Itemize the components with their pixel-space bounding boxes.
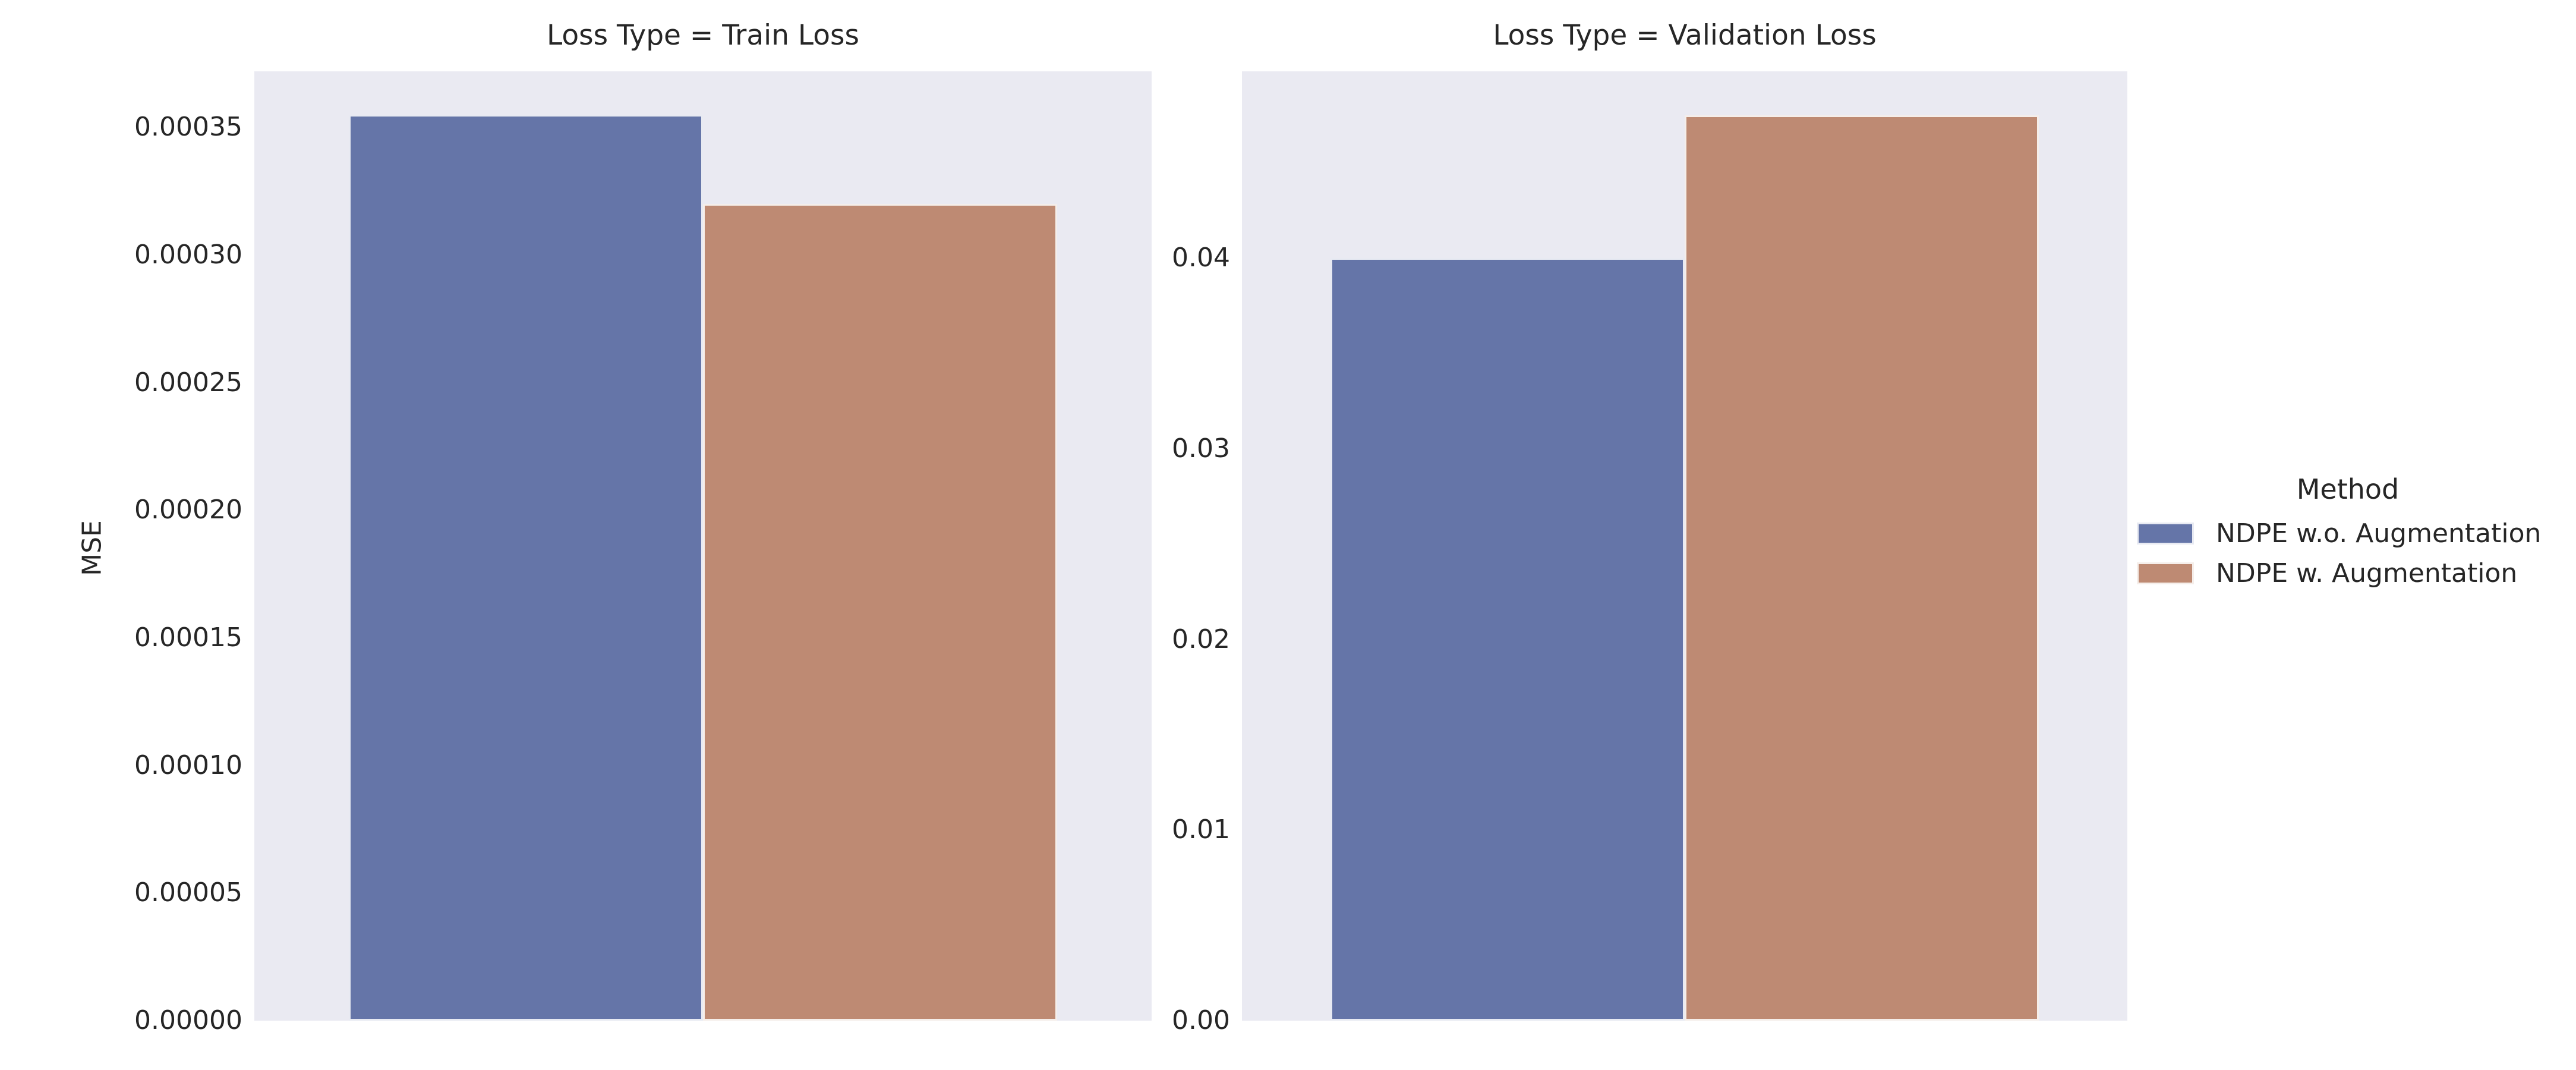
legend-title: Method — [2296, 473, 2400, 505]
y-axis-label: MSE — [77, 520, 108, 576]
legend-swatch-ndpe-w-augmentation — [2137, 562, 2194, 584]
y-tick-label: 0.01 — [1172, 814, 1230, 845]
bar-ndpe-w-o-augmentation — [1330, 258, 1685, 1021]
facet-title: Loss Type = Validation Loss — [1493, 19, 1877, 52]
facet-title: Loss Type = Train Loss — [546, 19, 860, 52]
y-tick-label: 0.00 — [1172, 1005, 1230, 1036]
y-tick-label: 0.00015 — [134, 622, 242, 653]
bar-ndpe-w-augmentation — [703, 204, 1057, 1021]
legend-row-ndpe-w-augmentation: NDPE w. Augmentation — [2137, 560, 2559, 586]
y-tick-label: 0.03 — [1172, 433, 1230, 464]
legend-label: NDPE w.o. Augmentation — [2216, 518, 2542, 549]
y-tick-label: 0.00025 — [134, 367, 242, 398]
legend-rows: NDPE w.o. Augmentation NDPE w. Augmentati… — [2137, 520, 2559, 586]
y-tick-label: 0.00030 — [134, 240, 242, 270]
legend-label: NDPE w. Augmentation — [2216, 558, 2518, 588]
y-tick-label: 0.00005 — [134, 877, 242, 908]
y-tick-label: 0.00010 — [134, 750, 242, 781]
legend-swatch-ndpe-w-o-augmentation — [2137, 523, 2194, 545]
bar-ndpe-w-augmentation — [1685, 115, 2039, 1021]
legend: Method NDPE w.o. Augmentation NDPE w. Aug… — [2137, 476, 2559, 604]
y-tick-label: 0.00020 — [134, 495, 242, 525]
y-tick-label: 0.00000 — [134, 1005, 242, 1036]
y-tick-label: 0.02 — [1172, 624, 1230, 654]
bar-ndpe-w-o-augmentation — [349, 114, 703, 1021]
y-tick-label: 0.00035 — [134, 112, 242, 143]
y-tick-label: 0.04 — [1172, 243, 1230, 273]
legend-row-ndpe-w-o-augmentation: NDPE w.o. Augmentation — [2137, 520, 2559, 546]
